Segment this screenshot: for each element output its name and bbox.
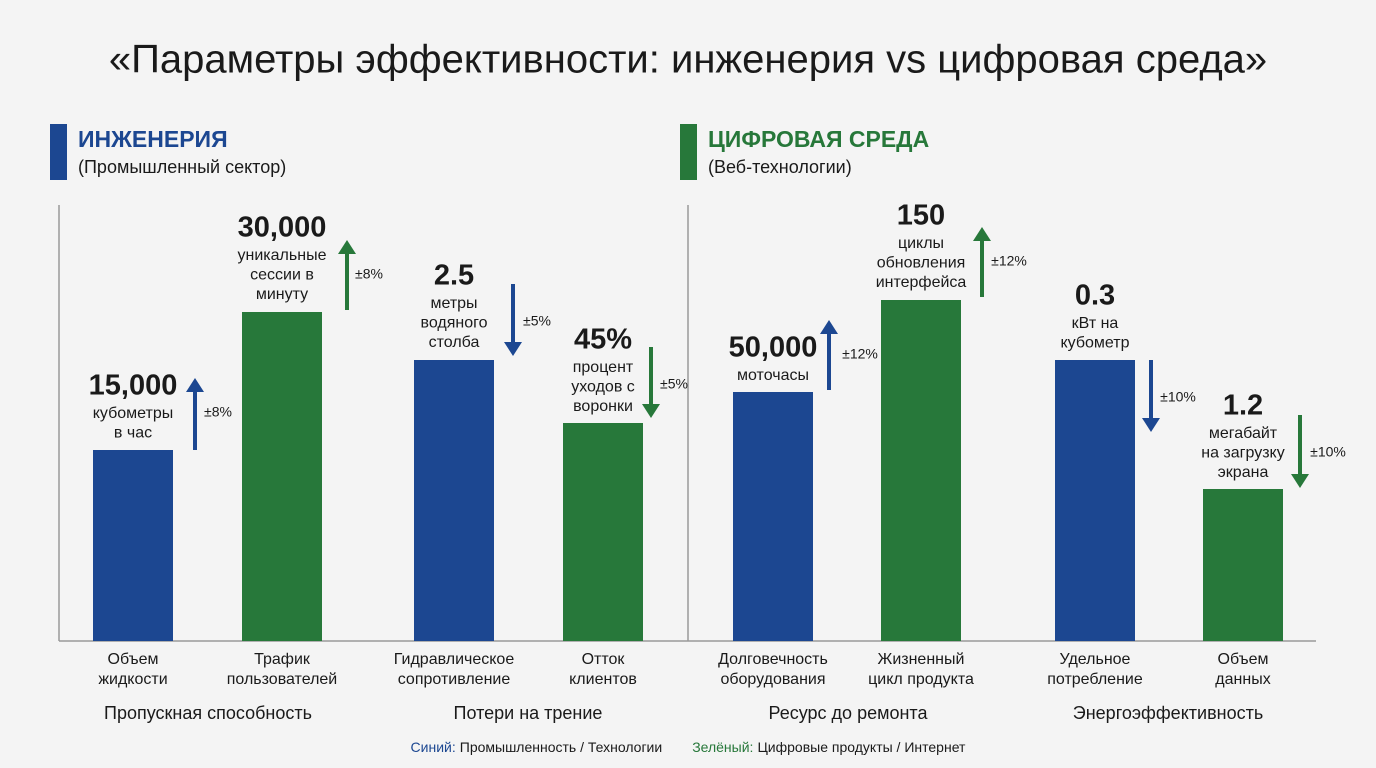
value-label: 45%	[574, 324, 632, 356]
unit-label: на загрузку	[1201, 445, 1284, 462]
unit-label: метры	[430, 295, 477, 312]
tolerance-label: ±12%	[842, 346, 878, 362]
category-label: Удельное	[1060, 651, 1131, 668]
value-label: 1.2	[1223, 390, 1263, 422]
value-label: 15,000	[89, 370, 178, 402]
unit-label: кубометры	[93, 405, 174, 422]
legend-key: Зелёный:	[692, 739, 753, 755]
arrow-head	[973, 227, 991, 241]
legend-text: Промышленность / Технологии	[460, 739, 662, 755]
category-label: сопротивление	[398, 671, 511, 688]
panel-subheading: (Промышленный сектор)	[78, 157, 286, 177]
tolerance-label: ±8%	[204, 404, 232, 420]
unit-label: воронки	[573, 398, 633, 415]
category-label: Жизненный	[878, 651, 965, 668]
bar	[1055, 360, 1135, 641]
value-label: 30,000	[238, 212, 327, 244]
category-label: пользователей	[227, 671, 338, 688]
bar	[93, 450, 173, 641]
group-label: Пропускная способность	[104, 703, 312, 723]
bar	[563, 423, 643, 641]
category-label: клиентов	[569, 671, 637, 688]
bar	[733, 392, 813, 641]
legend-key: Синий:	[411, 739, 456, 755]
panel-heading: ЦИФРОВАЯ СРЕДА	[708, 126, 929, 152]
value-label: 50,000	[729, 332, 818, 364]
unit-label: минуту	[256, 286, 308, 303]
arrow-head	[1291, 474, 1309, 488]
value-label: 2.5	[434, 260, 474, 292]
arrow-head	[820, 320, 838, 334]
arrow-head	[642, 404, 660, 418]
arrow-head	[1142, 418, 1160, 432]
heading-marker	[50, 124, 67, 180]
value-label: 0.3	[1075, 280, 1115, 312]
bar	[242, 312, 322, 641]
panel-heading: ИНЖЕНЕРИЯ	[78, 126, 228, 152]
category-label: Отток	[582, 651, 626, 668]
unit-label: процент	[573, 359, 634, 376]
tolerance-label: ±10%	[1310, 444, 1346, 460]
legend: Синий: Промышленность / Технологии Зелёный…	[411, 739, 966, 755]
title: «Параметры эффективности: инженерия vs ц…	[109, 38, 1267, 82]
category-label: потребление	[1047, 671, 1143, 688]
tolerance-label: ±5%	[660, 376, 688, 392]
unit-label: циклы	[898, 235, 944, 252]
arrow-head	[338, 240, 356, 254]
unit-label: мегабайт	[1209, 425, 1278, 442]
category-label: Объем	[1218, 651, 1269, 668]
unit-label: уходов с	[571, 379, 635, 396]
unit-label: обновления	[877, 255, 966, 272]
unit-label: интерфейса	[876, 274, 967, 291]
category-label: Гидравлическое	[394, 651, 515, 668]
category-label: цикл продукта	[868, 671, 974, 688]
bar	[414, 360, 494, 641]
tolerance-label: ±8%	[355, 266, 383, 282]
category-label: жидкости	[98, 671, 167, 688]
unit-label: в час	[114, 425, 152, 442]
arrow-head	[504, 342, 522, 356]
panel-subheading: (Веб-технологии)	[708, 157, 852, 177]
unit-label: моточасы	[737, 367, 809, 384]
value-label: 150	[897, 200, 945, 232]
group-label: Потери на трение	[454, 703, 603, 723]
group-label: Ресурс до ремонта	[769, 703, 929, 723]
unit-label: кВт на	[1072, 315, 1119, 332]
bar	[881, 300, 961, 641]
unit-label: уникальные	[238, 247, 327, 264]
unit-label: водяного	[421, 315, 488, 332]
arrow-head	[186, 378, 204, 392]
category-label: Трафик	[254, 651, 311, 668]
unit-label: кубометр	[1060, 335, 1129, 352]
tolerance-label: ±5%	[523, 313, 551, 329]
tolerance-label: ±10%	[1160, 389, 1196, 405]
bar	[1203, 489, 1283, 641]
unit-label: столба	[429, 334, 480, 351]
heading-marker	[680, 124, 697, 180]
tolerance-label: ±12%	[991, 253, 1027, 269]
category-label: Объем	[108, 651, 159, 668]
unit-label: сессии в	[250, 267, 314, 284]
legend-text: Цифровые продукты / Интернет	[757, 739, 966, 755]
category-label: данных	[1215, 671, 1270, 688]
category-label: Долговечность	[718, 651, 828, 668]
category-label: оборудования	[720, 671, 825, 688]
group-label: Энергоэффективность	[1073, 703, 1263, 723]
unit-label: экрана	[1218, 464, 1269, 481]
